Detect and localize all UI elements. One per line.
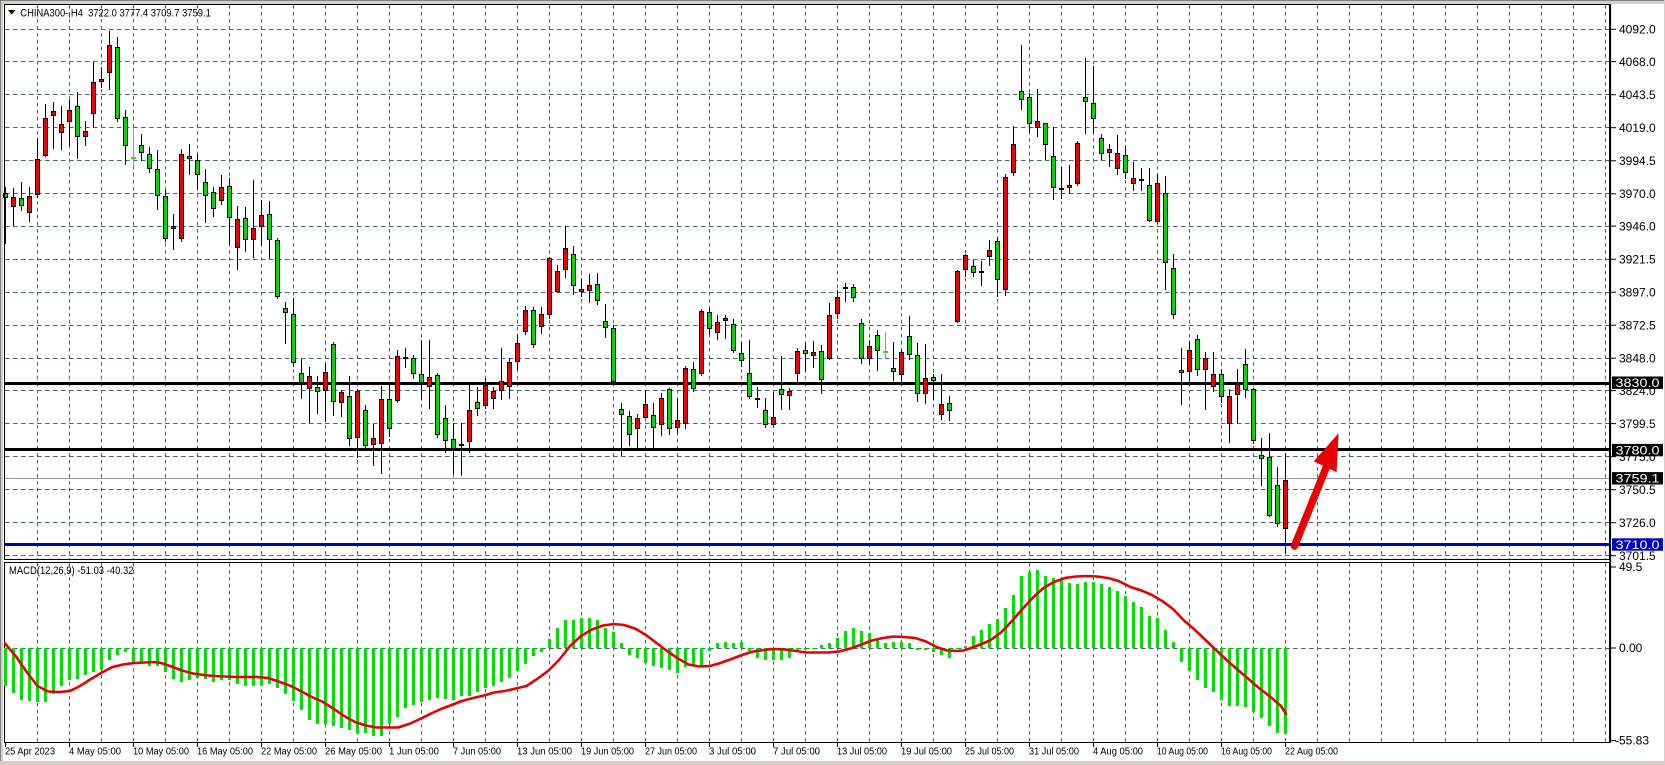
svg-text:-55.83: -55.83	[1615, 734, 1649, 748]
svg-text:4092.0: 4092.0	[1619, 23, 1656, 37]
svg-text:3750.5: 3750.5	[1619, 483, 1656, 497]
svg-text:26 May 05:00: 26 May 05:00	[325, 746, 382, 758]
svg-text:4068.0: 4068.0	[1619, 55, 1656, 69]
svg-text:3921.5: 3921.5	[1619, 252, 1656, 266]
svg-text:3701.5: 3701.5	[1619, 549, 1656, 563]
svg-text:3946.0: 3946.0	[1619, 219, 1656, 233]
svg-text:27 Jun 05:00: 27 Jun 05:00	[645, 746, 697, 758]
svg-text:4019.0: 4019.0	[1619, 121, 1656, 135]
svg-text:10 May 05:00: 10 May 05:00	[133, 746, 189, 758]
svg-text:22 May 05:00: 22 May 05:00	[261, 746, 317, 758]
svg-text:22 Aug 05:00: 22 Aug 05:00	[1285, 746, 1338, 758]
svg-text:3759.1: 3759.1	[1616, 472, 1660, 486]
svg-text:16 May 05:00: 16 May 05:00	[197, 746, 253, 758]
svg-text:19 Jul 05:00: 19 Jul 05:00	[901, 746, 952, 758]
svg-text:3872.5: 3872.5	[1619, 318, 1656, 332]
svg-text:3710.0: 3710.0	[1616, 538, 1660, 552]
svg-text:7 Jun 05:00: 7 Jun 05:00	[453, 746, 501, 758]
svg-text:3897.0: 3897.0	[1619, 285, 1656, 299]
svg-text:3970.0: 3970.0	[1619, 187, 1656, 201]
svg-text:4 Aug 05:00: 4 Aug 05:00	[1093, 746, 1143, 758]
svg-text:3994.5: 3994.5	[1619, 154, 1656, 168]
svg-text:1 Jun 05:00: 1 Jun 05:00	[389, 746, 439, 758]
svg-text:CHINA300-,H4 3722.0 3777.4 37: CHINA300-,H4 3722.0 3777.4 3709.7 3759.1	[20, 7, 211, 19]
svg-text:25 Jul 05:00: 25 Jul 05:00	[965, 746, 1014, 758]
svg-text:19 Jun 05:00: 19 Jun 05:00	[581, 746, 634, 758]
svg-text:10 Aug 05:00: 10 Aug 05:00	[1157, 746, 1208, 758]
svg-text:3726.0: 3726.0	[1619, 516, 1656, 530]
svg-text:7 Jul 05:00: 7 Jul 05:00	[773, 746, 820, 758]
svg-text:3848.0: 3848.0	[1619, 351, 1656, 365]
svg-text:4 May 05:00: 4 May 05:00	[69, 746, 121, 758]
svg-text:0.00: 0.00	[1619, 641, 1643, 655]
svg-text:3830.0: 3830.0	[1616, 376, 1660, 390]
svg-text:4043.5: 4043.5	[1619, 88, 1656, 102]
svg-text:13 Jul 05:00: 13 Jul 05:00	[837, 746, 887, 758]
svg-text:MACD(12,26,9) -51.03 -40.32: MACD(12,26,9) -51.03 -40.32	[9, 565, 134, 577]
svg-text:13 Jun 05:00: 13 Jun 05:00	[517, 746, 572, 758]
svg-text:3 Jul 05:00: 3 Jul 05:00	[709, 746, 756, 758]
svg-text:16 Aug 05:00: 16 Aug 05:00	[1221, 746, 1272, 758]
svg-text:49.5: 49.5	[1619, 560, 1643, 574]
svg-text:31 Jul 05:00: 31 Jul 05:00	[1029, 746, 1079, 758]
svg-text:25 Apr 2023: 25 Apr 2023	[5, 746, 55, 758]
svg-text:3780.0: 3780.0	[1616, 444, 1660, 458]
svg-text:3799.5: 3799.5	[1619, 417, 1656, 431]
